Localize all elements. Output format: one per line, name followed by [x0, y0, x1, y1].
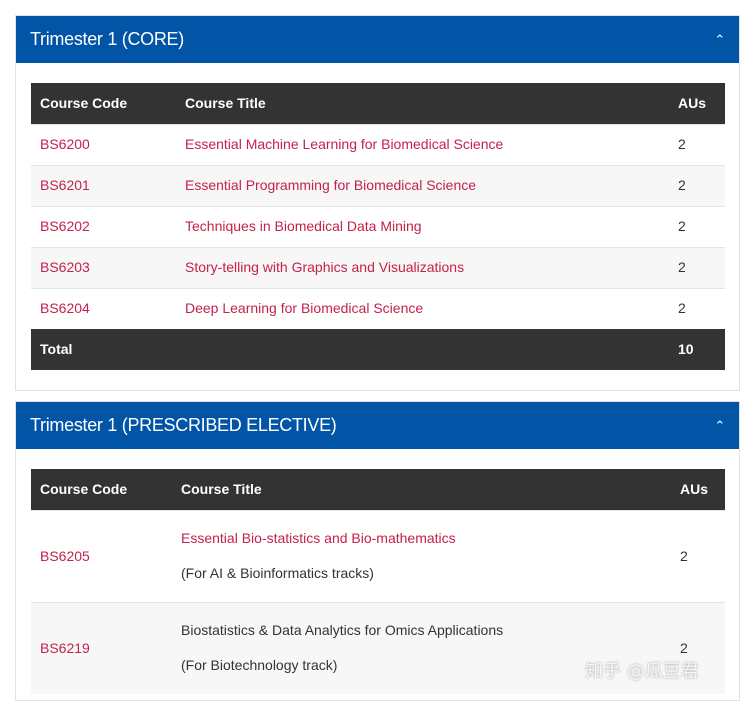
aus-value: 2: [669, 164, 725, 206]
chevron-up-icon[interactable]: ⌃: [714, 31, 725, 47]
course-title-link[interactable]: Techniques in Biomedical Data Mining: [185, 218, 422, 234]
table-row: BS6200 Essential Machine Learning for Bio…: [31, 123, 725, 165]
course-code-link[interactable]: BS6201: [40, 177, 90, 193]
track-note: (For AI & Bioinformatics tracks): [181, 565, 374, 581]
course-table-elective: Course Code Course Title AUs BS6205 Essen…: [31, 469, 725, 694]
table-row: BS6219 Biostatistics & Data Analytics for…: [31, 601, 725, 694]
aus-value: 2: [669, 123, 725, 165]
aus-value: 2: [671, 509, 725, 602]
chevron-up-icon[interactable]: ⌃: [714, 417, 725, 433]
course-title-link[interactable]: Essential Programming for Biomedical Sci…: [185, 177, 477, 193]
header-course-title: Course Title: [172, 469, 671, 510]
table-row: BS6205 Essential Bio-statistics and Bio-m…: [31, 509, 725, 602]
header-course-title: Course Title: [176, 83, 669, 124]
course-table-core: Course Code Course Title AUs BS6200 Essen…: [31, 83, 725, 370]
course-code-link[interactable]: BS6205: [40, 547, 90, 564]
table-row: BS6204 Deep Learning for Biomedical Scien…: [31, 287, 725, 329]
panel-header-elective[interactable]: Trimester 1 (PRESCRIBED ELECTIVE) ⌃: [16, 402, 739, 449]
course-code-link[interactable]: BS6203: [40, 259, 90, 275]
course-code-link[interactable]: BS6219: [40, 639, 90, 656]
panel-prescribed-elective: Trimester 1 (PRESCRIBED ELECTIVE) ⌃ Cour…: [15, 401, 740, 701]
course-title-link[interactable]: Essential Bio-statistics and Bio-mathema…: [181, 530, 456, 546]
aus-value: 2: [671, 601, 725, 694]
table-row: BS6202 Techniques in Biomedical Data Mini…: [31, 205, 725, 247]
header-aus: AUs: [671, 469, 725, 510]
table-header-row: Course Code Course Title AUs: [31, 469, 725, 510]
course-title-link[interactable]: Essential Machine Learning for Biomedica…: [185, 136, 504, 152]
header-aus: AUs: [669, 83, 725, 124]
course-code-link[interactable]: BS6204: [40, 300, 90, 317]
course-title-link[interactable]: Story-telling with Graphics and Visualiz…: [185, 259, 465, 275]
header-course-code: Course Code: [31, 83, 176, 124]
panel-title: Trimester 1 (CORE): [30, 29, 184, 49]
aus-value: 2: [669, 287, 725, 329]
panel-header-core[interactable]: Trimester 1 (CORE) ⌃: [16, 16, 739, 63]
table-row: BS6201 Essential Programming for Biomedic…: [31, 164, 725, 206]
aus-value: 2: [669, 205, 725, 247]
watermark: 知乎 @瓜豆君: [585, 661, 699, 682]
course-title: Biostatistics & Data Analytics for Omics…: [181, 622, 504, 639]
course-code-link[interactable]: BS6202: [40, 218, 90, 234]
total-value: 10: [669, 329, 725, 370]
track-note: (For Biotechnology track): [181, 657, 338, 674]
table-header-row: Course Code Course Title AUs: [31, 83, 725, 124]
panel-title: Trimester 1 (PRESCRIBED ELECTIVE): [30, 415, 337, 435]
course-title-link[interactable]: Deep Learning for Biomedical Science: [185, 300, 424, 317]
total-label: Total: [31, 329, 176, 370]
panel-core: Trimester 1 (CORE) ⌃ Course Code Course …: [15, 15, 740, 391]
header-course-code: Course Code: [31, 469, 172, 510]
course-code-link[interactable]: BS6200: [40, 136, 90, 152]
aus-value: 2: [669, 246, 725, 288]
table-row: BS6203 Story-telling with Graphics and Vi…: [31, 246, 725, 288]
total-row: Total 10: [31, 329, 725, 370]
